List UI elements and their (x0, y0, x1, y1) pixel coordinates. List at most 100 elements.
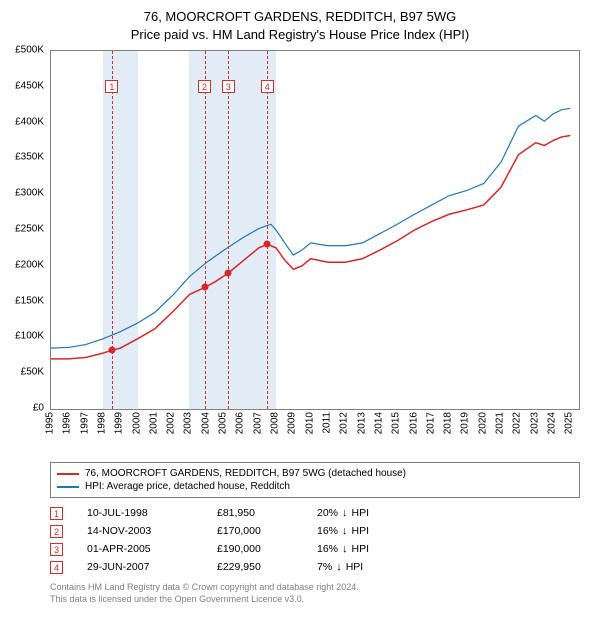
y-tick-label: £50K (4, 367, 44, 378)
sale-dot (264, 241, 271, 248)
sales-row-price: £229,950 (217, 561, 317, 573)
plot-region: 1234 (50, 50, 580, 410)
x-tick-label: 2015 (391, 412, 402, 434)
x-tick-label: 1996 (62, 412, 73, 434)
y-tick-label: £300K (4, 188, 44, 199)
sales-row: 2 14-NOV-2003£170,00016% ↓ HPI (50, 522, 580, 540)
x-tick-label: 2009 (287, 412, 298, 434)
footnote-line-2: This data is licensed under the Open Gov… (50, 594, 359, 606)
sales-row-pct: 16% (317, 525, 338, 537)
footnote-line-1: Contains HM Land Registry data © Crown c… (50, 582, 359, 594)
title-line-2: Price paid vs. HM Land Registry's House … (0, 26, 600, 44)
sales-row: 3 01-APR-2005£190,00016% ↓ HPI (50, 540, 580, 558)
x-tick-label: 2010 (304, 412, 315, 434)
chart-title: 76, MOORCROFT GARDENS, REDDITCH, B97 5WG… (0, 0, 600, 43)
y-tick-label: £500K (4, 45, 44, 56)
x-tick-label: 1998 (96, 412, 107, 434)
sales-row-price: £81,950 (217, 507, 317, 519)
sales-row-marker: 2 (50, 525, 63, 538)
sale-vline (205, 51, 206, 409)
sale-vline (267, 51, 268, 409)
arrow-down-icon: ↓ (336, 561, 342, 573)
y-tick-label: £450K (4, 80, 44, 91)
y-tick-label: £0 (4, 403, 44, 414)
y-tick-label: £100K (4, 331, 44, 342)
sale-dot (201, 284, 208, 291)
sales-row-price: £190,000 (217, 543, 317, 555)
y-tick-label: £200K (4, 259, 44, 270)
line-layer (51, 51, 579, 409)
y-tick-label: £250K (4, 224, 44, 235)
x-tick-label: 2022 (512, 412, 523, 434)
sales-row: 1 10-JUL-1998£81,95020% ↓ HPI (50, 504, 580, 522)
legend-label: 76, MOORCROFT GARDENS, REDDITCH, B97 5WG… (85, 468, 406, 479)
legend-swatch (57, 486, 79, 488)
arrow-down-icon: ↓ (342, 507, 348, 519)
sales-row-rel: HPI (352, 507, 370, 519)
title-line-1: 76, MOORCROFT GARDENS, REDDITCH, B97 5WG (0, 8, 600, 26)
sales-row-diff: 7%↓HPI (317, 561, 437, 573)
legend-label: HPI: Average price, detached house, Redd… (85, 481, 290, 492)
y-tick-label: £400K (4, 116, 44, 127)
x-tick-label: 2020 (477, 412, 488, 434)
y-tick-label: £350K (4, 152, 44, 163)
sales-row-date: 01-APR-2005 (87, 543, 217, 555)
chart-area: 1234 £0£50K£100K£150K£200K£250K£300K£350… (50, 50, 580, 450)
sales-row-pct: 20% (317, 507, 338, 519)
sales-row-pct: 16% (317, 543, 338, 555)
x-tick-label: 2004 (200, 412, 211, 434)
x-tick-label: 2021 (495, 412, 506, 434)
x-tick-label: 1997 (79, 412, 90, 434)
legend-item: HPI: Average price, detached house, Redd… (57, 480, 573, 493)
series-subject (51, 135, 570, 358)
sales-row-marker: 1 (50, 507, 63, 520)
x-tick-label: 2007 (252, 412, 263, 434)
footnote: Contains HM Land Registry data © Crown c… (50, 582, 359, 605)
legend-box: 76, MOORCROFT GARDENS, REDDITCH, B97 5WG… (50, 462, 580, 498)
sales-row-price: £170,000 (217, 525, 317, 537)
sale-dot (225, 269, 232, 276)
legend-item: 76, MOORCROFT GARDENS, REDDITCH, B97 5WG… (57, 467, 573, 480)
series-hpi (51, 108, 570, 348)
x-tick-label: 2000 (131, 412, 142, 434)
chart-container: 76, MOORCROFT GARDENS, REDDITCH, B97 5WG… (0, 0, 600, 620)
x-tick-label: 2024 (547, 412, 558, 434)
sale-dot (108, 347, 115, 354)
sale-marker-box: 4 (261, 80, 274, 93)
x-tick-label: 2012 (339, 412, 350, 434)
sales-row-date: 29-JUN-2007 (87, 561, 217, 573)
x-tick-label: 2013 (356, 412, 367, 434)
x-tick-label: 2014 (373, 412, 384, 434)
x-tick-label: 2018 (443, 412, 454, 434)
x-tick-label: 2008 (270, 412, 281, 434)
sales-row-date: 14-NOV-2003 (87, 525, 217, 537)
x-tick-label: 1995 (45, 412, 56, 434)
x-tick-label: 2016 (408, 412, 419, 434)
sales-row-diff: 20% ↓ HPI (317, 507, 437, 519)
sales-row-rel: HPI (352, 525, 370, 537)
sale-marker-box: 3 (222, 80, 235, 93)
x-tick-label: 2023 (529, 412, 540, 434)
arrow-down-icon: ↓ (342, 543, 348, 555)
arrow-down-icon: ↓ (342, 525, 348, 537)
x-tick-label: 2005 (218, 412, 229, 434)
x-tick-label: 2003 (183, 412, 194, 434)
sales-row-date: 10-JUL-1998 (87, 507, 217, 519)
sales-row-marker: 4 (50, 561, 63, 574)
sales-row-pct: 7% (317, 561, 332, 573)
sale-vline (228, 51, 229, 409)
x-tick-label: 2001 (148, 412, 159, 434)
sale-marker-box: 2 (198, 80, 211, 93)
x-tick-label: 2019 (460, 412, 471, 434)
x-tick-label: 2017 (425, 412, 436, 434)
sales-row-diff: 16% ↓ HPI (317, 525, 437, 537)
sales-row-marker: 3 (50, 543, 63, 556)
x-tick-label: 1999 (114, 412, 125, 434)
sales-row-rel: HPI (352, 543, 370, 555)
x-tick-label: 2002 (166, 412, 177, 434)
x-tick-label: 2011 (321, 412, 332, 434)
sale-vline (112, 51, 113, 409)
legend-swatch (57, 473, 79, 475)
sales-table: 1 10-JUL-1998£81,95020% ↓ HPI 2 14-NOV-2003£1… (50, 504, 580, 576)
sales-row: 429-JUN-2007£229,9507%↓HPI (50, 558, 580, 576)
